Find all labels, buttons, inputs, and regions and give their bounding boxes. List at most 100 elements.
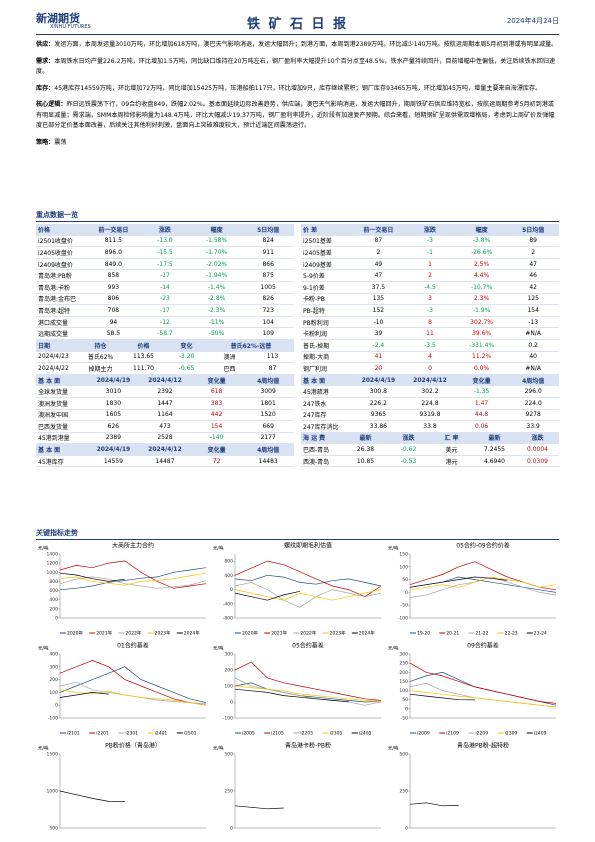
table-cell: 824 — [242, 235, 294, 248]
y-axis-label: 元/吨 — [38, 745, 49, 752]
y-tick-label: 150 — [399, 552, 408, 558]
table-cell: -10 — [352, 316, 405, 329]
table-cell: 875 — [242, 269, 294, 282]
legend-label: 20-21 — [446, 631, 459, 637]
table-cell: 3010 — [87, 385, 140, 398]
y-tick-label: 1400 — [47, 552, 59, 558]
header-cell: 价格 — [36, 224, 88, 236]
table-cell: 226.2 — [352, 397, 405, 410]
series-line — [409, 662, 557, 704]
data-table: 普氏-掉期 -2.4 -3.5 -331.4% 0.2 掉期-大商 41 4 11.2% 40 钢厂… — [301, 339, 559, 375]
series-line — [409, 576, 557, 598]
header-cell: 前一交易日 — [87, 224, 140, 236]
table-cell: 2.5% — [455, 258, 508, 271]
series-line — [234, 590, 300, 601]
table-cell: -0.62 — [387, 443, 430, 456]
series-line — [234, 682, 382, 703]
table-header: 价 差前一交易日 涨跌 幅度 5日均值 — [301, 224, 559, 236]
table-row: i2409收盘价 849.0 -17.5 -2.02% 866 — [36, 258, 294, 271]
table-cell: 37.5 — [352, 281, 405, 294]
table-row: 巴西-青岛 26.38 -0.62 美元 7.2455 0.0004 — [301, 443, 559, 456]
legend-label: 2024年 — [359, 630, 375, 637]
table-cell: 4 — [404, 351, 456, 364]
y-axis-label: 元/吨 — [388, 545, 399, 552]
table-cell: 89 — [507, 235, 559, 248]
table-cell: -13.0 — [139, 235, 191, 248]
header-cell: 基 本 面 — [301, 374, 353, 387]
table-cell: 青岛港:金布巴 — [36, 293, 88, 306]
series-line — [59, 572, 125, 582]
table-cell: 澳洲发货量 — [36, 397, 88, 410]
header-cell: 基 本 面 — [36, 444, 88, 456]
table-cell: -3.20 — [165, 351, 208, 364]
paragraph-label: 供应： — [36, 41, 55, 48]
table-cell: 2024/4/23 — [36, 351, 79, 364]
table-row: 45港疏港 300.8 302.2 -1.35 296.0 — [301, 385, 559, 398]
table-cell: -0.65 — [165, 362, 208, 375]
table-cell: 442 — [190, 409, 243, 422]
table-row: 普氏-掉期 -2.4 -3.5 -331.4% 0.2 — [301, 339, 559, 352]
header-cell: 5日均值 — [507, 224, 559, 236]
y-tick-label: -100 — [398, 616, 408, 622]
legend-label: i2405 — [359, 731, 372, 737]
y-tick-label: 400 — [224, 573, 233, 579]
legend-label: 2022年 — [300, 630, 316, 637]
table-cell: -2.02% — [190, 258, 243, 271]
series-line — [59, 660, 207, 706]
table-header: 基 本 面 2024/4/19 2024/4/12 变化量 4周均值 — [36, 444, 294, 456]
table-cell: 1.47 — [455, 397, 508, 410]
table-row: 青岛港:PB粉 858 -17 -1.94% 875 — [36, 269, 294, 282]
series-line — [234, 589, 382, 601]
legend-label: i2201 — [96, 731, 109, 737]
table-header: 海 运 费最新 涨跌汇 率最新 涨跌 — [301, 432, 559, 445]
y-tick-label: 800 — [224, 559, 233, 565]
table-cell: 113.65 — [122, 351, 165, 364]
header-cell: 基 本 面 — [36, 374, 88, 387]
y-tick-label: 1000 — [47, 789, 59, 795]
y-tick-label: 0 — [405, 590, 408, 596]
header-cell: 普氏62%-远普 — [208, 339, 294, 352]
table-cell: -4.5 — [404, 281, 456, 294]
table-cell: 3 — [404, 293, 456, 306]
series-line — [234, 560, 382, 598]
y-tick-label: 1000 — [47, 570, 59, 576]
table-cell: 掉期-大商 — [301, 351, 353, 364]
table-row: 247库存消比 33.86 33.8 0.06 33.9 — [301, 420, 559, 433]
table-cell: 849.0 — [87, 258, 140, 271]
legend-label: i2205 — [300, 731, 313, 737]
y-axis-label: 元/吨 — [38, 645, 49, 652]
table-cell: 14483 — [242, 455, 294, 468]
table-cell: 1801 — [242, 397, 294, 410]
legend-label: 2023年 — [330, 630, 346, 637]
table-cell: 296.0 — [507, 385, 559, 398]
table-cell: #N/A — [507, 362, 559, 375]
paragraph-label: 需求： — [36, 57, 55, 65]
table-row: 卡粉-PB 135 3 2.3% 125 — [301, 293, 559, 306]
header-cell: 涨跌 — [139, 224, 191, 236]
header-cell: 海 运 费 — [301, 432, 344, 445]
paragraph: 供应：发运方面，本周发运量3010万吨，环比增加618万吨，澳巴天气影响消退，发… — [36, 40, 559, 51]
table-cell: 14487 — [139, 455, 191, 468]
table-row: PB-超特 152 -3 -1.9% 154 — [301, 304, 559, 317]
table-cell: 20 — [352, 362, 405, 375]
table-row: 全球发货量 3010 2392 618 3009 — [36, 385, 294, 398]
y-axis-label: 元/吨 — [213, 545, 224, 552]
table-row: 青岛港:卡粉 993 -14 -1.4% 1005 — [36, 281, 294, 294]
table-cell: -1.94% — [190, 269, 243, 282]
table-cell: 远期成交量 — [36, 327, 88, 340]
table-cell: -331.4% — [455, 339, 508, 352]
table-cell: 708 — [87, 304, 140, 317]
legend-label: i2005 — [242, 731, 255, 737]
table-cell: PB-超特 — [301, 304, 353, 317]
chart-title: 大商所主力合约 — [112, 542, 154, 550]
header-cell: 变化 — [165, 339, 208, 352]
y-axis-label: 元/吨 — [388, 645, 399, 652]
y-tick-label: 100 — [49, 690, 58, 696]
table-cell: -3.8% — [455, 235, 508, 248]
table-header: 价格 前一交易日 涨跌 幅度 5日均值 — [36, 224, 294, 236]
table-cell: i2405基差 — [301, 246, 353, 259]
table-cell: 42 — [507, 281, 559, 294]
table-cell: 卡粉-PB — [301, 293, 353, 306]
table-cell: 8 — [404, 316, 456, 329]
chart-title: 青岛港卡粉-PB粉 — [285, 742, 331, 750]
